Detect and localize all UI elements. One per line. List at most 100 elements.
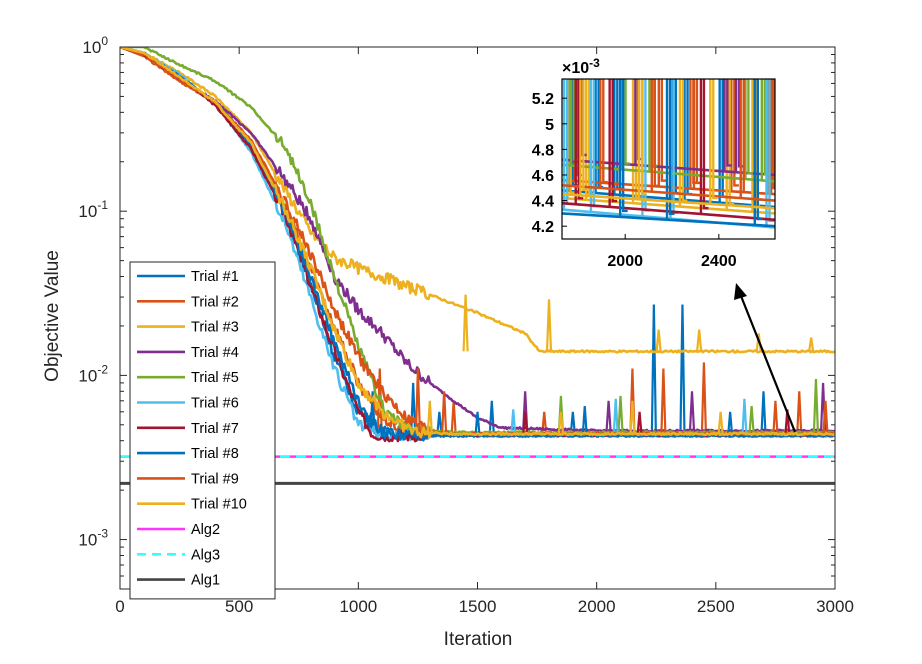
inset-x-tick-label: 2400: [701, 253, 737, 270]
spike-trial-4-2: [688, 391, 696, 431]
inset-spike: [650, 79, 660, 192]
spike-trial-4-1: [605, 400, 612, 431]
inset-series-line: [562, 189, 775, 209]
legend-label: Alg2: [191, 522, 220, 538]
inset-spike: [599, 79, 608, 189]
y-tick-label: 10-3: [78, 527, 108, 550]
y-tick-base: 10: [78, 202, 97, 221]
legend-label: Trial #4: [191, 345, 239, 361]
spike-trial-5-1: [617, 395, 624, 433]
x-tick-label: 3000: [816, 597, 854, 616]
spike-trial-10-2: [629, 400, 636, 434]
spike-trial-1-4: [569, 411, 576, 435]
y-tick-label: 10-2: [78, 362, 108, 385]
spike-trial-8-1: [581, 406, 588, 436]
inset-spike: [637, 79, 647, 200]
legend-label: Trial #3: [191, 320, 239, 336]
x-tick-label: 1000: [339, 597, 377, 616]
spike-trial-9-4: [772, 400, 779, 434]
spike-trial-1-5: [650, 304, 657, 434]
inset-series-line: [562, 158, 775, 177]
inset-series-line: [562, 201, 775, 222]
x-tick-label: 2500: [697, 597, 735, 616]
inset-y-tick-label: 5: [545, 117, 554, 134]
inset-series-line: [562, 192, 775, 210]
legend-label: Trial #2: [191, 294, 239, 310]
inset-y-tick-label: 4.4: [532, 194, 554, 211]
inset-spike: [569, 79, 579, 166]
legend-label: Trial #1: [191, 269, 239, 285]
spike-trial-7-1: [636, 411, 643, 436]
y-tick-exponent: 0: [101, 34, 108, 48]
x-tick-label: 0: [115, 597, 124, 616]
inset-spike: [723, 79, 732, 172]
spike-trial-9-0: [414, 368, 422, 434]
y-tick-exponent: -2: [97, 362, 108, 376]
inset-spike: [574, 79, 584, 205]
y-tick-exponent: -1: [97, 198, 108, 212]
legend-box: [129, 261, 276, 600]
zoom-arrow: [734, 283, 797, 433]
spike-trial-7-2: [784, 409, 791, 436]
spike-trial-3-5: [808, 337, 815, 352]
spike-trial-5-2: [748, 406, 755, 433]
legend-label: Trial #5: [191, 370, 239, 386]
spike-trial-1-7: [760, 391, 767, 434]
arrow-shaft: [739, 295, 797, 433]
inset-exponent-base: ×10: [562, 60, 589, 77]
inset-spike: [699, 79, 709, 215]
spike-trial-2-3: [700, 362, 708, 434]
inset-series-group: [562, 79, 775, 229]
y-tick-base: 10: [78, 531, 97, 550]
inset-spike: [678, 79, 688, 207]
spike-trial-5-3: [812, 378, 820, 433]
inset-y-tick-label: 4.8: [532, 142, 554, 159]
spike-trial-2-4: [796, 391, 803, 434]
inset-spike: [618, 79, 628, 217]
inset-spike: [739, 79, 749, 199]
inset-exponent-power: -3: [589, 56, 600, 70]
legend: Trial #1 Trial #2 Trial #3 Trial #4 Trial #5…: [129, 261, 276, 600]
spike-trial-9-3: [660, 368, 667, 434]
spike-trial-3-3: [696, 329, 703, 352]
spike-trial-6-2: [741, 398, 748, 436]
inset-y-tick-label: 4.6: [532, 168, 554, 185]
spike-trial-8-0: [474, 411, 481, 436]
inset-series-line: [562, 178, 775, 196]
y-tick-exponent: -3: [97, 527, 108, 541]
x-tick-label: 1500: [459, 597, 497, 616]
inset-spike: [608, 79, 618, 207]
legend-label: Alg3: [191, 547, 220, 563]
inset-x-tick-label: 2000: [607, 253, 643, 270]
spike-trial-3-0: [462, 294, 469, 352]
y-tick-base: 10: [82, 38, 101, 57]
inset-series-line: [562, 183, 775, 202]
x-tick-label: 500: [225, 597, 253, 616]
inset-series-line: [562, 196, 775, 215]
y-tick-base: 10: [78, 366, 97, 385]
inset-y-tick-label: 4.2: [532, 219, 554, 236]
series-line-trial-10: [120, 47, 835, 439]
inset-spike: [744, 79, 753, 180]
inset-exponent-label: ×10-3: [562, 56, 600, 77]
spike-trial-9-1: [441, 391, 448, 434]
legend-label: Trial #7: [191, 421, 239, 437]
inset-axes-box: [561, 78, 776, 240]
y-tick-label: 10-1: [78, 198, 108, 221]
spike-trial-6-0: [510, 409, 517, 436]
spike-trial-9-5: [822, 400, 829, 434]
inset-y-tick-label: 5.2: [532, 91, 554, 108]
inset-spike: [579, 79, 588, 196]
inset-spike: [709, 79, 718, 205]
spike-trial-1-2: [436, 411, 443, 435]
legend-label: Trial #10: [191, 497, 247, 513]
spike-trial-10-1: [557, 411, 565, 435]
y-tick-label: 100: [82, 34, 108, 57]
inset-spike: [665, 79, 675, 220]
spike-trial-8-2: [727, 411, 734, 436]
inset-spike: [585, 79, 594, 200]
spike-trial-2-2: [541, 411, 548, 435]
legend-label: Alg1: [191, 573, 220, 589]
spike-trial-7-0: [522, 411, 529, 436]
x-tick-label: 2000: [578, 597, 616, 616]
